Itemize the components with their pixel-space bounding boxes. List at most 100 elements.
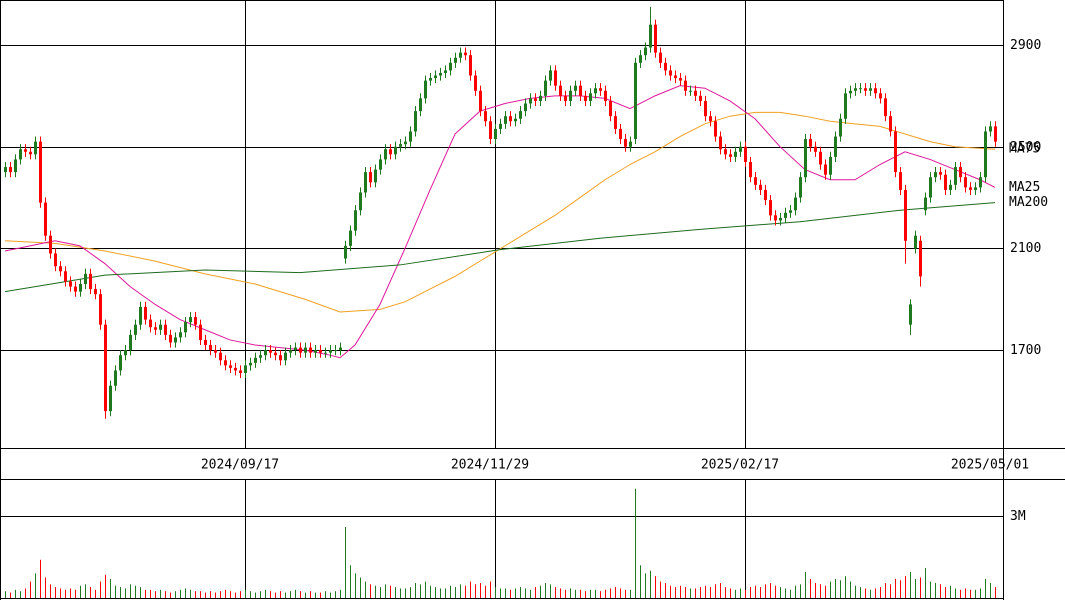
x-tick-label: 2024/09/17 — [201, 458, 279, 473]
candle-body — [224, 360, 227, 366]
candle-body — [929, 177, 932, 198]
volume-bar — [810, 578, 811, 598]
volume-bar — [515, 588, 516, 598]
volume-bar — [745, 589, 746, 598]
candle-body — [169, 334, 172, 343]
candle-body — [524, 103, 527, 112]
candle-body — [614, 116, 617, 129]
volume-bar — [555, 587, 556, 598]
candle-body — [884, 98, 887, 117]
volume-bar — [360, 577, 361, 598]
candle-body — [939, 172, 942, 175]
volume-bar — [580, 589, 581, 598]
volume-bar — [780, 587, 781, 598]
candle-body — [234, 367, 237, 371]
volume-bar — [995, 587, 996, 598]
volume-bar — [150, 589, 151, 598]
volume-bar — [265, 589, 266, 598]
candle-body — [539, 95, 542, 101]
volume-bar — [735, 589, 736, 598]
candle-body — [874, 88, 877, 94]
candle-body — [774, 215, 777, 221]
candle-body — [464, 52, 467, 56]
candle-body — [564, 95, 567, 101]
volume-bar — [920, 577, 921, 598]
volume-bar — [345, 526, 346, 598]
candle-body — [719, 136, 722, 150]
candle-body — [64, 271, 67, 282]
candle-body — [359, 192, 362, 211]
volume-bar — [10, 592, 11, 598]
candle-body — [54, 253, 57, 267]
candle-body — [634, 62, 637, 140]
volume-bar — [110, 578, 111, 598]
volume-bar — [95, 589, 96, 598]
candle-body — [194, 317, 197, 325]
candle-body — [179, 332, 182, 338]
volume-bar — [525, 588, 526, 598]
candle-body — [599, 88, 602, 91]
volume-bar — [35, 573, 36, 598]
candle-body — [409, 131, 412, 142]
volume-bar — [5, 591, 6, 598]
candle-body — [804, 139, 807, 178]
volume-bar — [55, 587, 56, 598]
candle-body — [969, 187, 972, 190]
volume-bar — [450, 585, 451, 598]
volume-bar — [30, 581, 31, 598]
volume-bar — [505, 588, 506, 598]
candle-body — [844, 93, 847, 119]
volume-bar — [105, 574, 106, 598]
candle-body — [504, 116, 507, 124]
volume-bar — [325, 591, 326, 598]
volume-bar — [765, 584, 766, 598]
volume-bar — [205, 592, 206, 598]
volume-bar — [230, 591, 231, 598]
volume-bar — [410, 587, 411, 598]
volume-bar — [875, 588, 876, 598]
candle-body — [294, 347, 297, 351]
volume-bar — [145, 589, 146, 598]
candle-body — [959, 167, 962, 178]
candle-body — [609, 100, 612, 117]
volume-bar — [490, 581, 491, 598]
volume-bar — [335, 591, 336, 598]
volume-bar — [250, 591, 251, 598]
volume-bar — [85, 584, 86, 598]
volume-bar — [825, 585, 826, 598]
volume-bar — [275, 592, 276, 598]
candle-body — [204, 339, 207, 346]
candle-body — [444, 70, 447, 73]
volume-bar — [195, 591, 196, 598]
volume-bar — [80, 585, 81, 598]
volume-bar — [575, 589, 576, 598]
ma-line — [4, 111, 996, 313]
volume-bar — [985, 578, 986, 598]
candle-body — [684, 80, 687, 91]
volume-bar — [925, 567, 926, 598]
candle-body — [749, 161, 752, 178]
candle-body — [964, 177, 967, 188]
volume-tick-label: 3M — [1010, 509, 1026, 524]
volume-bar — [680, 585, 681, 598]
volume-bar — [585, 591, 586, 598]
candle-body — [449, 62, 452, 71]
candle-body — [369, 172, 372, 183]
candle-body — [254, 357, 257, 363]
volume-bar — [425, 581, 426, 598]
candle-body — [384, 149, 387, 160]
legend-label: MA75 — [1009, 142, 1040, 157]
candle-body — [674, 75, 677, 79]
candle-body — [474, 75, 477, 91]
candle-body — [979, 177, 982, 188]
volume-bar — [220, 591, 221, 598]
candle-body — [729, 154, 732, 157]
volume-bar — [785, 588, 786, 598]
volume-bar — [650, 570, 651, 598]
volume-bar — [470, 581, 471, 598]
candle-body — [454, 57, 457, 63]
candle-body — [879, 93, 882, 99]
volume-bar — [500, 588, 501, 598]
